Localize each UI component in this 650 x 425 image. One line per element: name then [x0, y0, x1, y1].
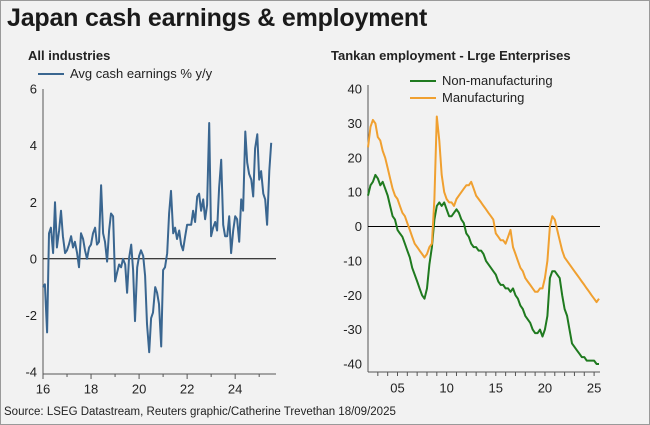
earnings-legend-label: Avg cash earnings % y/y: [70, 66, 213, 81]
right-y-tick-label: 10: [348, 185, 362, 200]
source-note: Source: LSEG Datastream, Reuters graphic…: [4, 406, 396, 418]
series-line-avg-cash-earnings: [42, 122, 273, 354]
nonmanufacturing-legend-swatch: [410, 79, 436, 82]
right-y-tick-label: 40: [348, 82, 362, 97]
left-legend: Avg cash earnings % y/y: [38, 66, 212, 81]
left-y-tick-label: -4: [25, 365, 37, 380]
left-y-tick-label: 6: [30, 82, 37, 97]
right-y-tick-label: -30: [343, 322, 362, 337]
left-y-tick-label: 4: [30, 138, 37, 153]
right-y-tick-label: -40: [343, 357, 362, 372]
right-y-tick-label: 20: [348, 150, 362, 165]
left-y-tick-label: 0: [30, 251, 37, 266]
right-x-tick-label: 10: [439, 381, 453, 396]
left-x-tick-label: 24: [228, 382, 242, 397]
right-x-tick-label: 05: [390, 381, 404, 396]
right-x-tick-label: 15: [489, 381, 503, 396]
nonmanufacturing-legend-label: Non-manufacturing: [442, 73, 553, 88]
left-chart-title: All industries: [28, 48, 111, 63]
right-chart-title: Tankan employment - Lrge Enterprises: [331, 48, 571, 63]
right-x-tick-label: 20: [538, 381, 552, 396]
right-y-tick-label: -10: [343, 253, 362, 268]
left-y-tick-label: 2: [30, 195, 37, 210]
right-y-tick-label: 0: [355, 219, 362, 234]
right-x-tick-label: 25: [587, 381, 601, 396]
main-title: Japan cash earnings & employment: [7, 4, 428, 32]
left-x-tick-label: 22: [180, 382, 194, 397]
left-x-tick-label: 16: [36, 382, 50, 397]
left-y-tick-label: -2: [25, 308, 37, 323]
right-y-tick-label: -20: [343, 288, 362, 303]
left-x-tick-label: 20: [132, 382, 146, 397]
manufacturing-legend-swatch: [410, 96, 436, 99]
right-y-tick-label: 30: [348, 116, 362, 131]
left-x-tick-label: 18: [84, 382, 98, 397]
manufacturing-legend-label: Manufacturing: [442, 90, 525, 105]
series-line-manufacturing: [367, 115, 600, 304]
right-legend-manufacturing: Manufacturing: [410, 90, 524, 105]
earnings-legend-swatch: [38, 72, 64, 75]
series-line-non-manufacturing: [367, 173, 599, 365]
right-legend-nonmanufacturing: Non-manufacturing: [410, 73, 553, 88]
